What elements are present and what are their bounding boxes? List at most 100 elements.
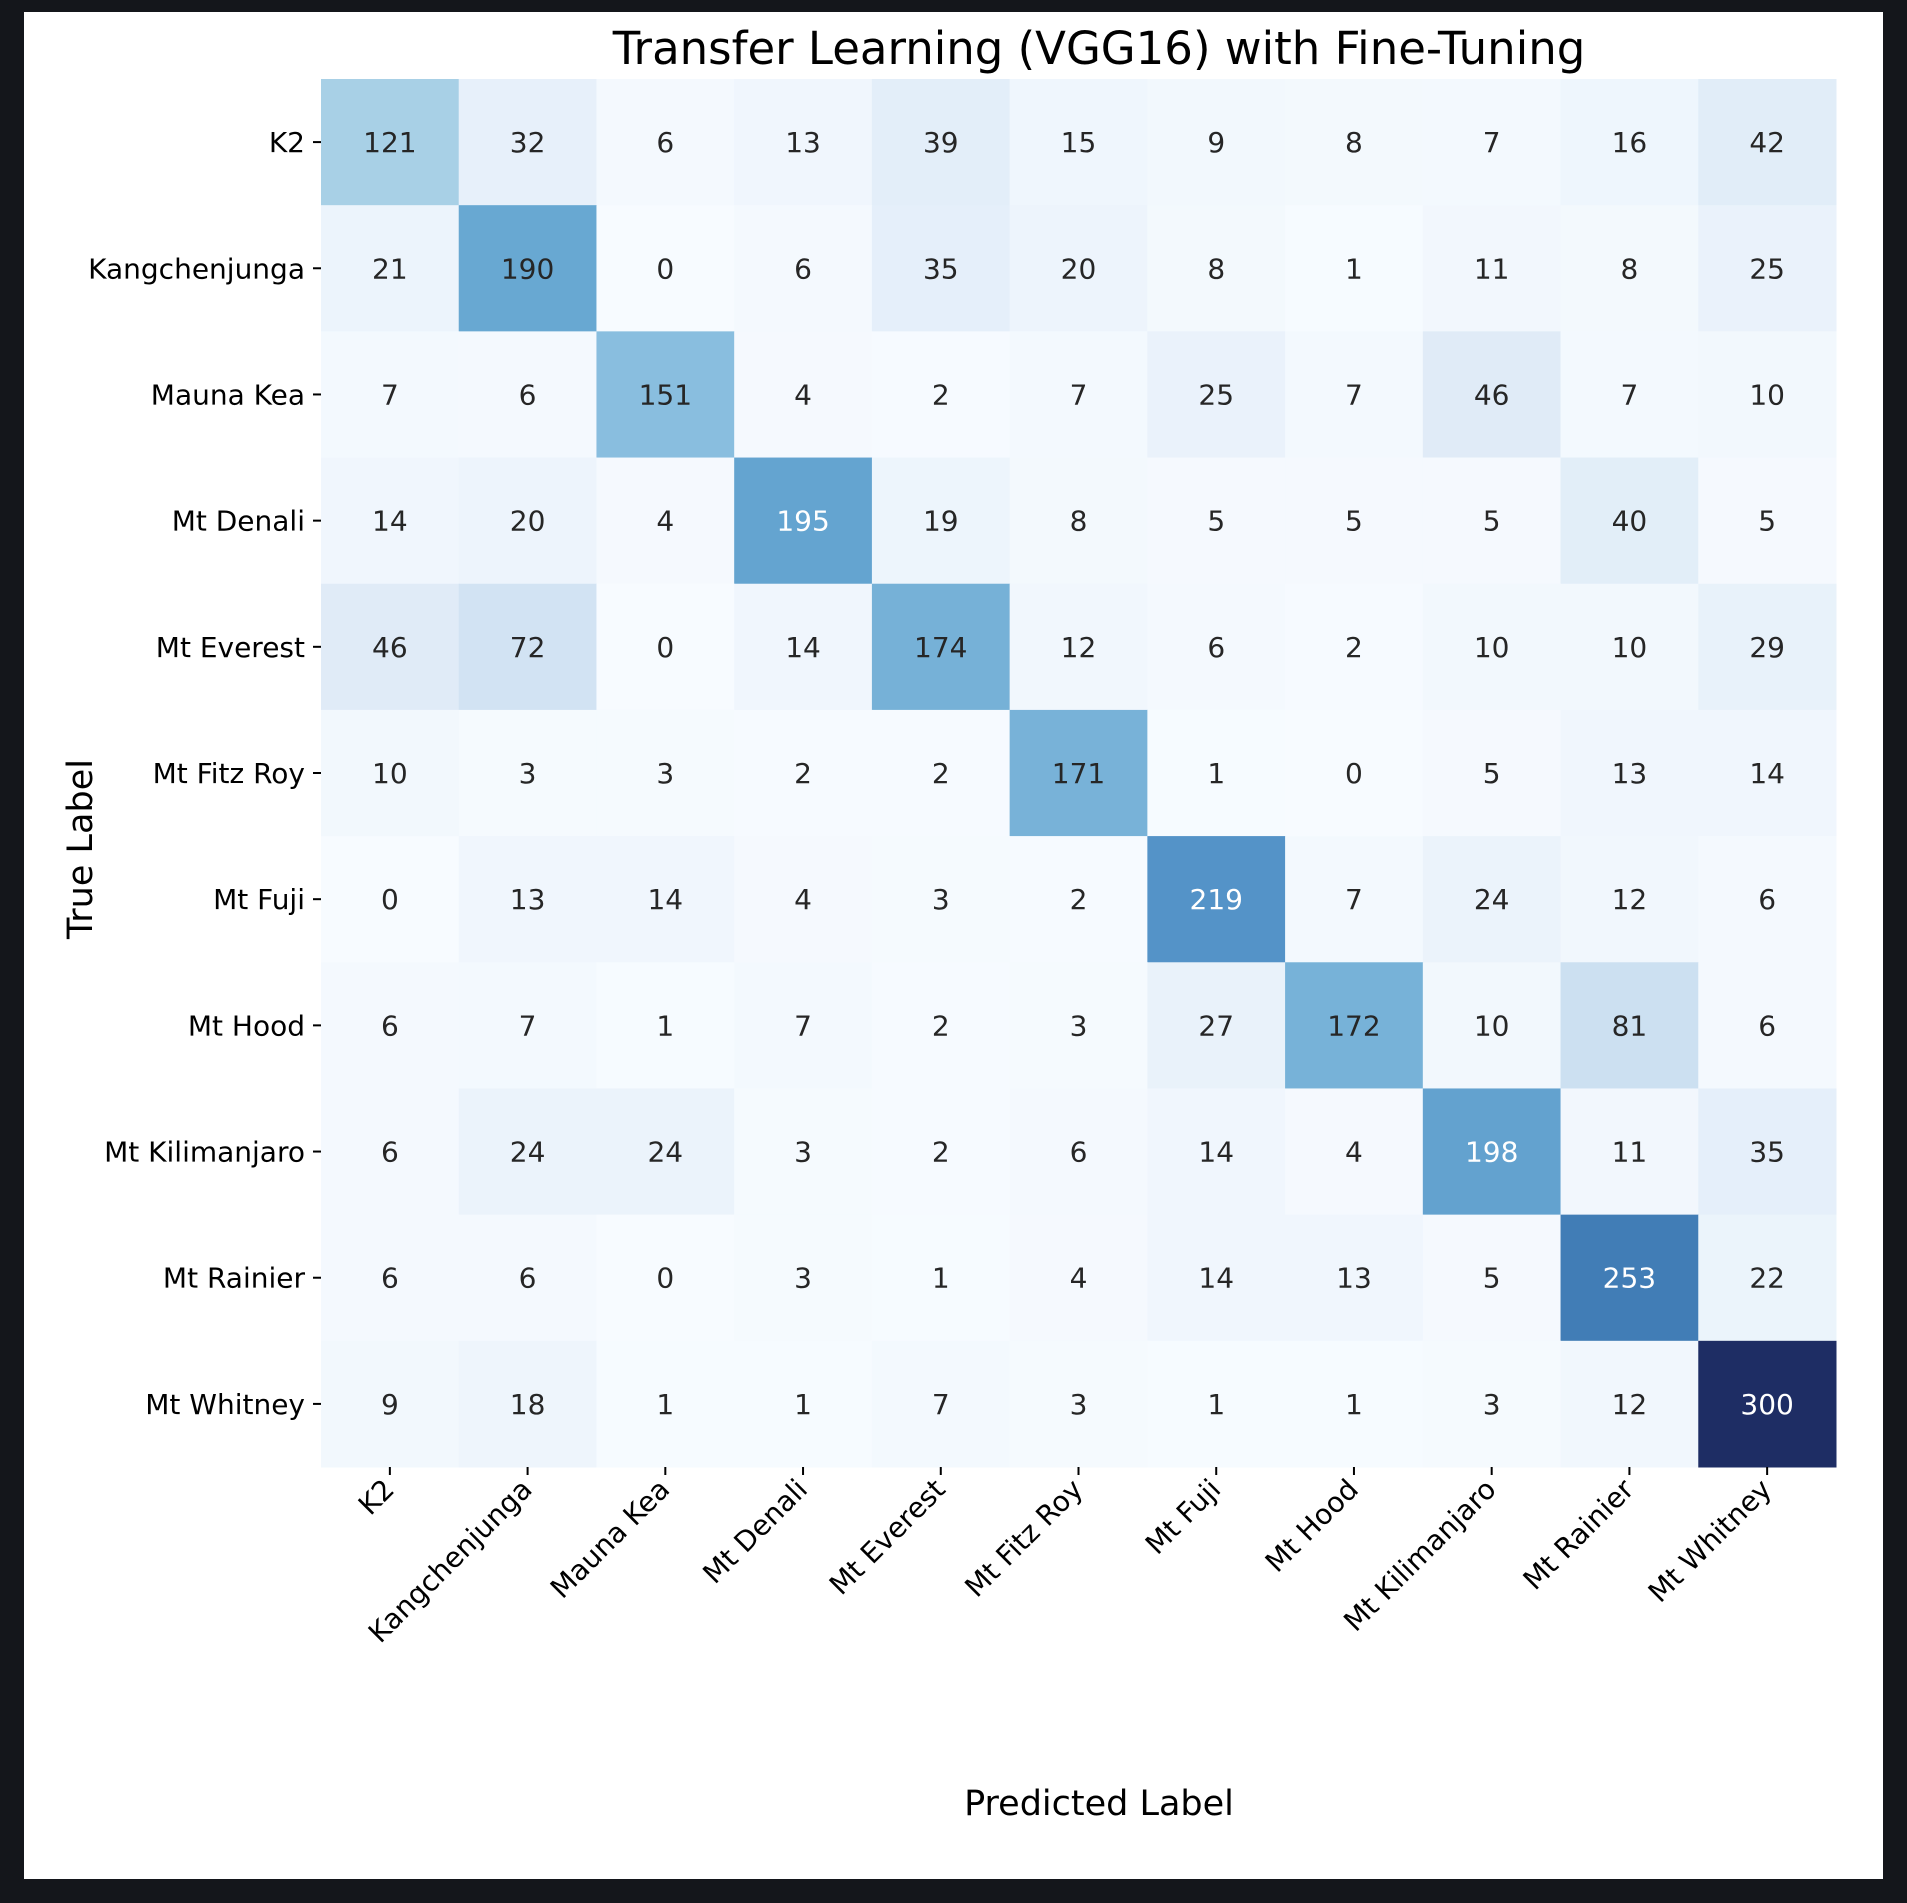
heatmap-cell — [871, 709, 1011, 837]
heatmap-cell — [1560, 457, 1699, 585]
y-tick-label: Mt Rainier — [163, 1262, 306, 1295]
cell-value-label: 46 — [372, 631, 408, 664]
cell-value-label: 4 — [794, 378, 812, 411]
cell-value-label: 6 — [656, 126, 674, 159]
heatmap-cell — [1698, 205, 1837, 332]
cell-value-label: 24 — [1474, 883, 1510, 916]
cell-value-label: 195 — [776, 505, 829, 538]
heatmap-cell — [1285, 205, 1424, 332]
cell-value-label: 9 — [1207, 126, 1225, 159]
cell-value-label: 1 — [1207, 757, 1225, 790]
heatmap-cell — [321, 962, 460, 1089]
cell-value-label: 81 — [1612, 1009, 1648, 1042]
cell-value-label: 7 — [1070, 378, 1088, 411]
heatmap-cell — [1009, 1088, 1148, 1216]
cell-value-label: 14 — [647, 883, 683, 916]
heatmap-cell — [1560, 205, 1699, 332]
cell-value-label: 0 — [656, 1262, 674, 1295]
cell-value-label: 40 — [1612, 505, 1648, 538]
heatmap-cell — [596, 457, 735, 585]
heatmap-cell — [458, 709, 597, 837]
heatmap-cell — [1422, 205, 1562, 332]
cell-value-label: 3 — [656, 757, 674, 790]
cell-value-label: 3 — [932, 883, 950, 916]
cell-value-label: 6 — [519, 378, 537, 411]
cell-value-label: 1 — [1345, 252, 1363, 285]
heatmap-cell — [734, 709, 873, 837]
cell-value-label: 14 — [785, 631, 821, 664]
cell-value-label: 0 — [381, 883, 399, 916]
cell-value-label: 14 — [1198, 1262, 1234, 1295]
cell-value-label: 42 — [1749, 126, 1785, 159]
heatmap-cell — [596, 331, 735, 459]
cell-value-label: 2 — [1070, 883, 1088, 916]
heatmap-cell — [458, 331, 597, 459]
heatmap-cell — [1285, 962, 1424, 1089]
heatmap-cell — [596, 836, 735, 963]
heatmap-cell — [1698, 583, 1837, 711]
cell-value-label: 171 — [1052, 757, 1105, 790]
heatmap-cell — [458, 1214, 597, 1342]
heatmap-cell — [458, 205, 597, 332]
cell-value-label: 198 — [1465, 1136, 1518, 1169]
cell-value-label: 253 — [1603, 1262, 1656, 1295]
heatmap-cell — [1009, 1214, 1148, 1342]
cell-value-label: 1 — [1207, 1388, 1225, 1421]
heatmap-cell — [871, 331, 1011, 459]
cell-value-label: 20 — [510, 505, 546, 538]
cell-value-label: 13 — [1612, 757, 1648, 790]
heatmap-cell — [321, 79, 460, 206]
cell-value-label: 300 — [1740, 1388, 1793, 1421]
heatmap-cell — [458, 962, 597, 1089]
heatmap-cell — [458, 79, 597, 206]
heatmap-cell — [321, 1340, 460, 1468]
heatmap-cell — [1147, 709, 1286, 837]
cell-value-label: 190 — [501, 252, 554, 285]
cell-value-label: 6 — [519, 1262, 537, 1295]
cell-value-label: 3 — [1070, 1009, 1088, 1042]
y-tick-label: Kangchenjunga — [88, 252, 305, 285]
y-tick-label: Mt Everest — [156, 631, 305, 664]
heatmap-cell — [1422, 331, 1562, 459]
heatmap-cell — [871, 583, 1011, 711]
cell-value-label: 6 — [794, 252, 812, 285]
cell-value-label: 0 — [656, 252, 674, 285]
cell-value-label: 19 — [923, 505, 959, 538]
cell-value-label: 6 — [1758, 1009, 1776, 1042]
heatmap-cell — [458, 1340, 597, 1468]
heatmap-cell — [1009, 331, 1148, 459]
heatmap-cell — [871, 1214, 1011, 1342]
x-axis-title: Predicted Label — [964, 1784, 1234, 1824]
heatmap-cell — [321, 836, 460, 963]
cell-value-label: 172 — [1327, 1009, 1380, 1042]
heatmap-cell — [1147, 836, 1286, 963]
cell-value-label: 0 — [656, 631, 674, 664]
heatmap-cell — [1698, 1340, 1837, 1468]
heatmap-cell — [1698, 1214, 1837, 1342]
cell-value-label: 3 — [1070, 1388, 1088, 1421]
heatmap-cell — [734, 457, 873, 585]
heatmap-cell — [871, 79, 1011, 206]
heatmap-cell — [1422, 962, 1562, 1089]
cell-value-label: 11 — [1474, 252, 1510, 285]
heatmap-cell — [1560, 962, 1699, 1089]
cell-value-label: 15 — [1061, 126, 1097, 159]
cell-value-label: 7 — [1345, 378, 1363, 411]
cell-value-label: 1 — [656, 1009, 674, 1042]
heatmap-cell — [871, 1340, 1011, 1468]
chart-title: Transfer Learning (VGG16) with Fine-Tuni… — [612, 22, 1586, 75]
heatmap-cell — [1147, 1340, 1286, 1468]
cell-value-label: 27 — [1198, 1009, 1234, 1042]
heatmap-cell — [596, 709, 735, 837]
heatmap-cell — [1009, 836, 1148, 963]
y-axis-title: True Label — [61, 759, 101, 940]
cell-value-label: 12 — [1061, 631, 1097, 664]
heatmap-cell — [1698, 1088, 1837, 1216]
heatmap-cell — [1560, 1214, 1699, 1342]
heatmap-cell — [734, 583, 873, 711]
heatmap-cell — [1560, 1088, 1699, 1216]
heatmap-cell — [1698, 962, 1837, 1089]
cell-value-label: 24 — [647, 1136, 683, 1169]
cell-value-label: 46 — [1474, 378, 1510, 411]
heatmap-cell — [596, 1340, 735, 1468]
